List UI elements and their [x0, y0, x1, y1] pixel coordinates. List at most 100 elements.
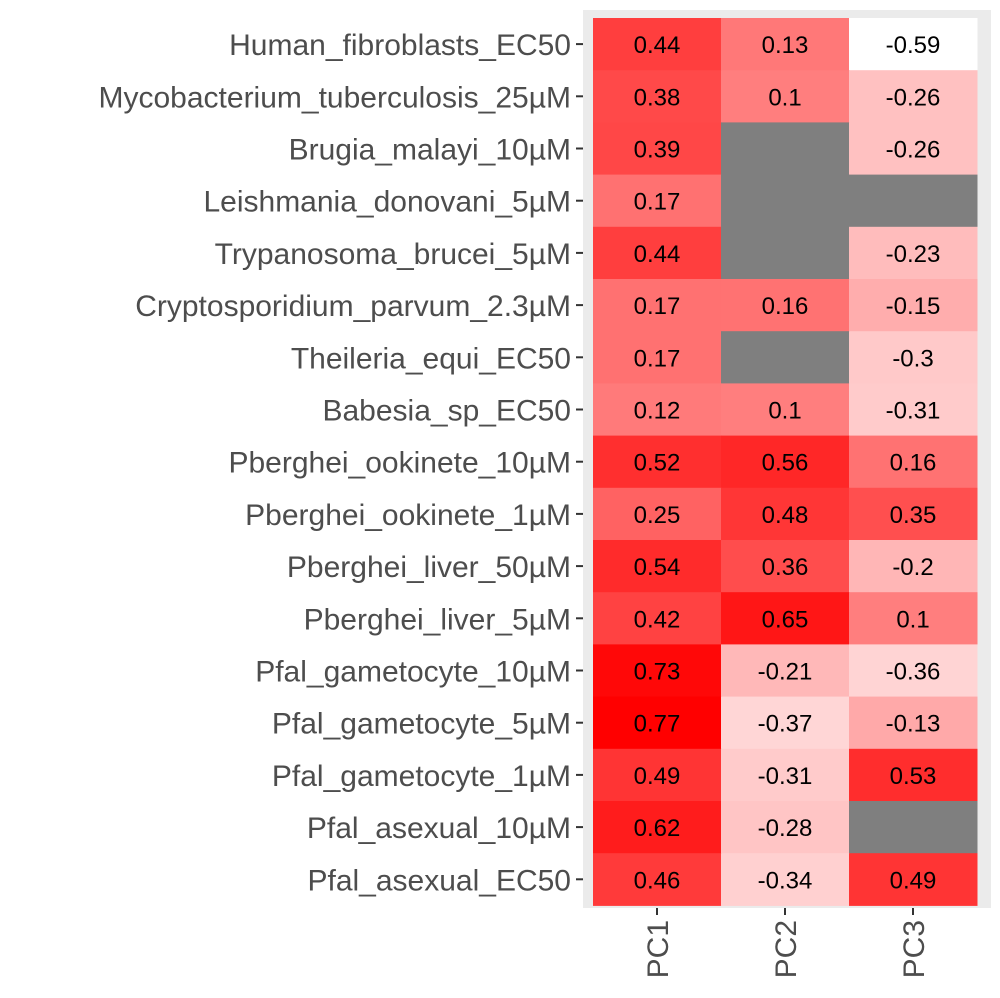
- row-label-pberghei-ookinete-1um: Pberghei_ookinete_1µM: [245, 499, 571, 532]
- row-label-pfal-gametocyte-10um: Pfal_gametocyte_10µM: [255, 656, 571, 689]
- cell-value-label: -0.59: [886, 32, 941, 59]
- cell-value-label: 0.62: [634, 815, 681, 842]
- cell-value-label: 0.65: [762, 606, 809, 633]
- cell-value-label: 0.36: [762, 554, 809, 581]
- heatmap-cell-leishmania-donovani-5um-pc1: [593, 174, 722, 228]
- heatmap-cell-brugia-malayi-10um-pc2: [721, 122, 850, 176]
- heatmap-cell-pfal-gametocyte-1um-pc3: [849, 748, 978, 802]
- cell-value-label: 0.53: [890, 763, 937, 790]
- heatmap-cell-babesia-sp-ec50-pc1: [593, 383, 722, 437]
- heatmap-cell-trypanosoma-brucei-5um-pc1: [593, 226, 722, 280]
- heatmap-cell-pberghei-liver-50um-pc3: [849, 540, 978, 593]
- cell-value-label: 0.38: [634, 84, 681, 111]
- heatmap-cell-human-fibroblasts-ec50-pc2: [721, 18, 850, 71]
- row-label-trypanosoma-brucei-5um: Trypanosoma_brucei_5µM: [215, 238, 571, 271]
- heatmap-cell-brugia-malayi-10um-pc3: [849, 122, 978, 176]
- cell-value-label: 0.73: [634, 659, 681, 686]
- heatmap-cell-babesia-sp-ec50-pc2: [721, 383, 850, 437]
- heatmap-cell-trypanosoma-brucei-5um-pc3: [849, 226, 978, 280]
- heatmap-cell-cryptosporidium-parvum-2-3um-pc1: [593, 279, 722, 332]
- heatmap-cell-pfal-asexual-10um-pc2: [721, 801, 850, 854]
- cell-value-label: 0.77: [634, 711, 681, 738]
- heatmap-cell-pberghei-ookinete-1um-pc3: [849, 487, 978, 541]
- heatmap-cell-theileria-equi-ec50-pc2: [721, 331, 850, 384]
- heatmap-cell-theileria-equi-ec50-pc1: [593, 331, 722, 384]
- cell-value-label: -0.28: [758, 815, 813, 842]
- row-label-human-fibroblasts-ec50: Human_fibroblasts_EC50: [229, 29, 571, 62]
- cell-value-label: 0.44: [634, 241, 681, 268]
- heatmap-cell-pfal-asexual-ec50-pc1: [593, 853, 722, 906]
- cell-value-label: 0.39: [634, 137, 681, 164]
- heatmap-cell-pfal-asexual-10um-pc1: [593, 801, 722, 854]
- row-label-pfal-asexual-ec50: Pfal_asexual_EC50: [307, 864, 571, 897]
- cell-value-label: 0.49: [634, 763, 681, 790]
- heatmap-cell-pfal-gametocyte-5um-pc3: [849, 696, 978, 750]
- cell-value-label: 0.49: [890, 867, 937, 894]
- cell-value-label: 0.48: [762, 502, 809, 529]
- row-label-theileria-equi-ec50: Theileria_equi_EC50: [291, 342, 571, 375]
- heatmap-cell-pfal-gametocyte-10um-pc3: [849, 644, 978, 698]
- cell-value-label: 0.56: [762, 450, 809, 477]
- cell-value-label: 0.17: [634, 293, 681, 320]
- cell-value-label: 0.44: [634, 32, 681, 59]
- heatmap-cell-cryptosporidium-parvum-2-3um-pc2: [721, 279, 850, 332]
- heatmap-cell-pberghei-ookinete-10um-pc2: [721, 435, 850, 489]
- column-label-pc3: PC3: [898, 920, 931, 978]
- heatmap-cell-pberghei-liver-5um-pc3: [849, 592, 978, 645]
- heatmap-cell-pfal-gametocyte-5um-pc2: [721, 696, 850, 750]
- heatmap-cell-human-fibroblasts-ec50-pc3: [849, 18, 978, 71]
- heatmap-cell-babesia-sp-ec50-pc3: [849, 383, 978, 437]
- heatmap-cell-pberghei-liver-50um-pc1: [593, 540, 722, 593]
- cell-value-label: 0.1: [768, 84, 801, 111]
- cell-value-label: -0.34: [758, 867, 813, 894]
- heatmap-cell-trypanosoma-brucei-5um-pc2: [721, 226, 850, 280]
- cell-value-label: 0.42: [634, 606, 681, 633]
- heatmap-cell-mycobacterium-tuberculosis-25um-pc1: [593, 70, 722, 123]
- heatmap-cell-pberghei-ookinete-10um-pc3: [849, 435, 978, 489]
- cell-value-label: 0.12: [634, 398, 681, 425]
- heatmap-cell-theileria-equi-ec50-pc3: [849, 331, 978, 384]
- cell-value-label: -0.21: [758, 659, 813, 686]
- cell-value-label: -0.23: [886, 241, 941, 268]
- heatmap-cell-mycobacterium-tuberculosis-25um-pc2: [721, 70, 850, 123]
- column-label-pc2: PC2: [770, 920, 803, 978]
- heatmap-cell-pfal-gametocyte-5um-pc1: [593, 696, 722, 750]
- cell-value-label: 0.54: [634, 554, 681, 581]
- cell-value-label: 0.1: [896, 606, 929, 633]
- heatmap-cell-pfal-gametocyte-1um-pc2: [721, 748, 850, 802]
- cell-value-label: 0.16: [762, 293, 809, 320]
- cell-value-label: 0.1: [768, 398, 801, 425]
- cell-value-label: -0.31: [886, 398, 941, 425]
- row-label-pfal-gametocyte-1um: Pfal_gametocyte_1µM: [272, 760, 571, 793]
- row-label-leishmania-donovani-5um: Leishmania_donovani_5µM: [203, 186, 571, 219]
- row-label-pfal-asexual-10um: Pfal_asexual_10µM: [307, 812, 571, 845]
- cell-value-label: -0.31: [758, 763, 813, 790]
- row-label-babesia-sp-ec50: Babesia_sp_EC50: [322, 395, 571, 428]
- heatmap-cell-pberghei-ookinete-1um-pc1: [593, 487, 722, 541]
- row-label-pberghei-liver-5um: Pberghei_liver_5µM: [304, 603, 571, 636]
- heatmap-cell-pfal-asexual-10um-pc3: [849, 801, 978, 854]
- cell-value-label: -0.37: [758, 711, 813, 738]
- heatmap-cell-pfal-gametocyte-1um-pc1: [593, 748, 722, 802]
- heatmap-cell-cryptosporidium-parvum-2-3um-pc3: [849, 279, 978, 332]
- heatmap-cell-brugia-malayi-10um-pc1: [593, 122, 722, 176]
- row-label-pberghei-liver-50um: Pberghei_liver_50µM: [287, 551, 571, 584]
- heatmap-cell-pberghei-ookinete-1um-pc2: [721, 487, 850, 541]
- cell-value-label: -0.26: [886, 137, 941, 164]
- row-label-pberghei-ookinete-10um: Pberghei_ookinete_10µM: [228, 447, 571, 480]
- cell-value-label: -0.36: [886, 659, 941, 686]
- heatmap-cell-pberghei-liver-5um-pc2: [721, 592, 850, 645]
- row-labels: Human_fibroblasts_EC50 Mycobacterium_tube…: [99, 29, 583, 897]
- cell-value-label: 0.17: [634, 189, 681, 216]
- row-label-brugia-malayi-10um: Brugia_malayi_10µM: [289, 134, 571, 167]
- heatmap-cells: 0.44 0.13 -0.59 0.38 0.1 -0.26 0.39 -0.26 0.17 0.…: [593, 18, 978, 906]
- cell-value-label: -0.15: [886, 293, 941, 320]
- heatmap-cell-pfal-asexual-ec50-pc2: [721, 853, 850, 906]
- heatmap-cell-mycobacterium-tuberculosis-25um-pc3: [849, 70, 978, 123]
- cell-value-label: -0.2: [892, 554, 933, 581]
- heatmap-cell-leishmania-donovani-5um-pc2: [721, 174, 850, 228]
- column-label-pc1: PC1: [642, 920, 675, 978]
- heatmap-cell-pfal-gametocyte-10um-pc2: [721, 644, 850, 698]
- cell-value-label: 0.13: [762, 32, 809, 59]
